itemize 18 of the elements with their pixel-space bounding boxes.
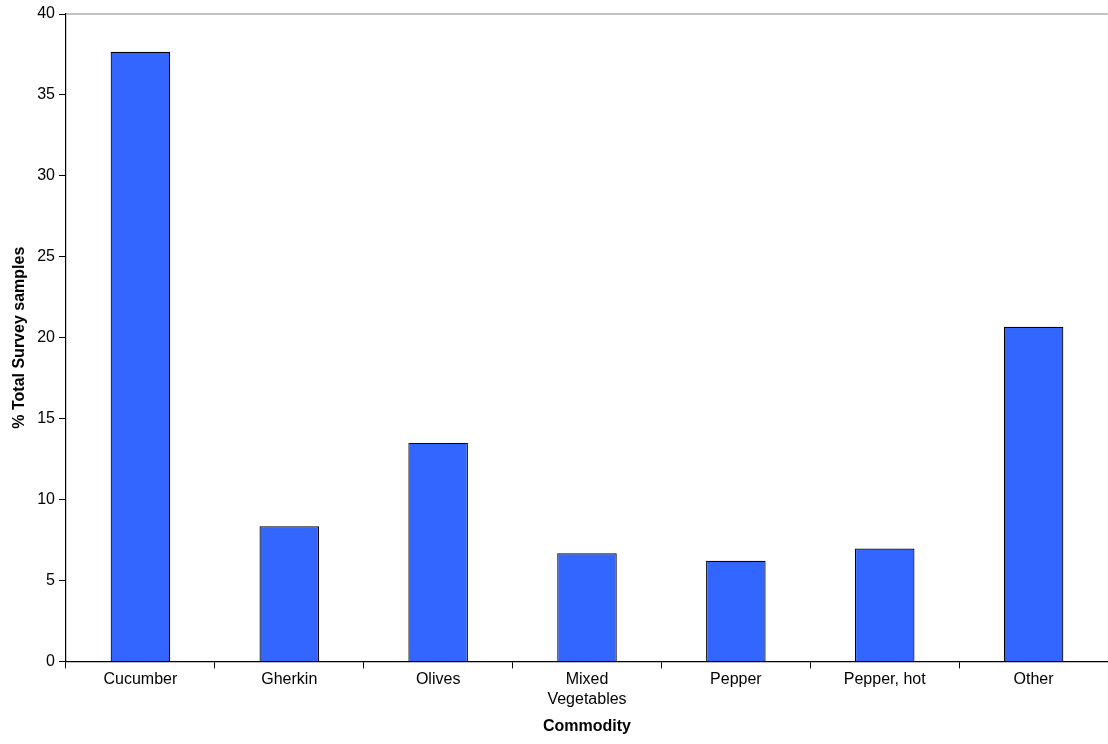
y-tick-label: 10 (37, 489, 56, 507)
y-tick-label: 15 (37, 409, 56, 427)
x-axis-title: Commodity (543, 716, 632, 734)
x-tick-label: Pepper (710, 670, 763, 688)
y-tick-label: 25 (37, 247, 56, 265)
y-tick-label: 30 (37, 166, 56, 184)
y-tick-label: 20 (37, 328, 56, 346)
y-tick-label: 40 (37, 4, 56, 22)
y-axis-title: % Total Survey samples (10, 246, 28, 429)
x-tick-label: Olives (415, 670, 461, 688)
x-tick-label: Other (1013, 670, 1055, 688)
y-tick-label: 0 (46, 651, 56, 669)
y-tick-label: 5 (46, 570, 56, 588)
x-tick-label: Cucumber (103, 670, 178, 688)
x-tick-label: Pepper, hot (843, 670, 927, 688)
x-tick-label: Mixed Vegetables (547, 670, 627, 707)
x-tick-label: Gherkin (261, 670, 318, 688)
y-tick-label: 35 (37, 85, 56, 103)
